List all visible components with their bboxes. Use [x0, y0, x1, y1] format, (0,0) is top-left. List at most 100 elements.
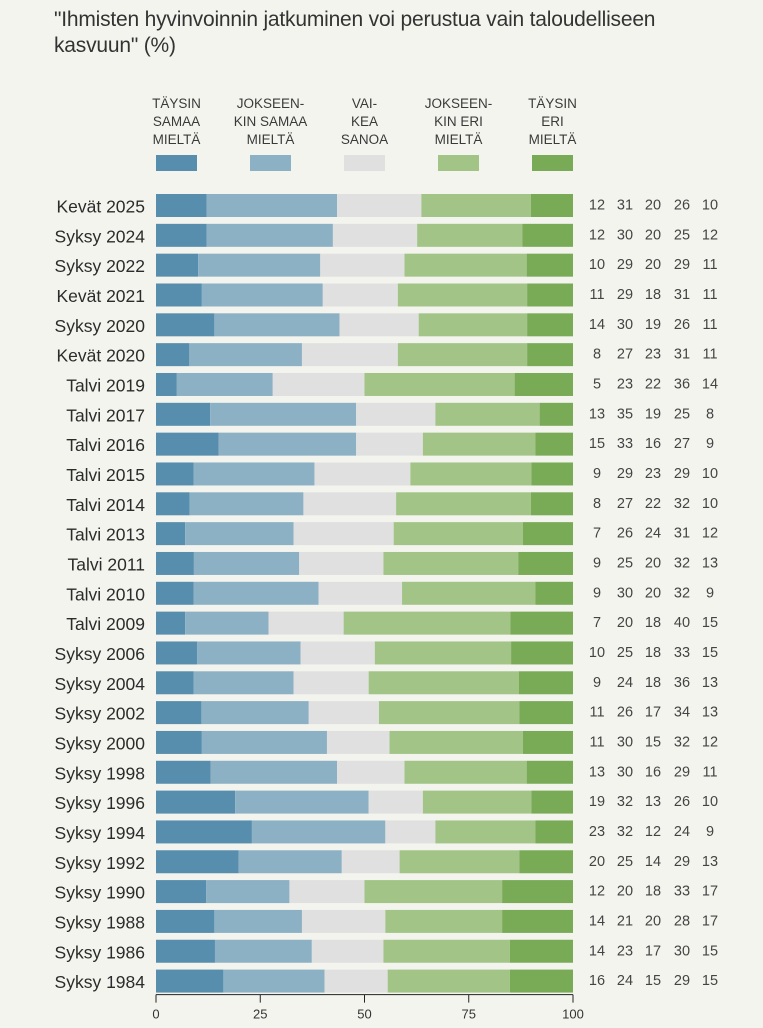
value-label: 18: [645, 287, 661, 303]
bar-segment: [530, 492, 573, 516]
bar-segment: [514, 372, 573, 396]
value-label: 23: [617, 943, 633, 959]
bar-segment: [156, 522, 186, 546]
value-label: 15: [702, 615, 718, 631]
bar-segment: [511, 641, 573, 665]
category-label: Syksy 1986: [55, 942, 145, 962]
bar-segment: [206, 223, 333, 247]
legend-label: VAI-: [352, 96, 377, 111]
bar-segment: [387, 969, 510, 993]
bar-segment: [531, 790, 573, 814]
bar-segment: [397, 283, 528, 307]
value-label: 20: [645, 555, 661, 571]
bar-segment: [268, 611, 344, 635]
bar-segment: [314, 462, 411, 486]
bar-segment: [418, 313, 528, 337]
value-label: 13: [702, 705, 718, 721]
bar-segment: [193, 581, 319, 605]
value-label: 9: [593, 585, 601, 601]
bar-segment: [410, 462, 532, 486]
category-label: Syksy 1998: [55, 763, 145, 783]
bar-segment: [397, 343, 528, 367]
bar-segment: [293, 522, 394, 546]
bar-segment: [156, 909, 215, 933]
bars: [156, 194, 573, 993]
bar-segment: [198, 253, 321, 277]
value-label: 33: [617, 436, 633, 452]
value-label: 12: [589, 884, 605, 900]
bar-segment: [402, 581, 536, 605]
value-label: 13: [702, 555, 718, 571]
bar-segment: [385, 909, 503, 933]
legend-label: SAMAA: [153, 114, 200, 129]
legend-swatch: [156, 155, 197, 171]
value-label: 22: [645, 496, 661, 512]
value-label: 18: [645, 615, 661, 631]
bar-segment: [201, 701, 309, 725]
legend: TÄYSIN SAMAA MIELTÄ JOKSEEN- KIN SAMAA MIELTÄ…: [152, 96, 577, 171]
bar-segment: [530, 194, 573, 217]
value-label: 18: [645, 884, 661, 900]
bar-segment: [185, 522, 294, 546]
bar-segment: [156, 581, 194, 605]
category-label: Syksy 2006: [55, 644, 145, 664]
bar-segment: [510, 611, 573, 635]
bar-segment: [378, 701, 520, 725]
value-label: 32: [674, 496, 690, 512]
category-label: Talvi 2013: [66, 525, 145, 545]
bar-segment: [368, 790, 423, 814]
category-label: Syksy 2022: [55, 256, 145, 276]
value-label: 9: [593, 675, 601, 691]
value-label: 17: [645, 943, 661, 959]
value-label: 17: [702, 913, 718, 929]
value-label: 13: [702, 675, 718, 691]
bar-segment: [156, 551, 194, 575]
value-label: 14: [589, 317, 605, 333]
value-label: 10: [589, 645, 605, 661]
bar-segment: [535, 820, 573, 844]
value-label: 15: [702, 973, 718, 989]
bar-segment: [502, 880, 573, 904]
bar-segment: [322, 283, 398, 307]
bar-segment: [156, 372, 177, 396]
value-label: 5: [593, 376, 601, 392]
value-label: 13: [589, 406, 605, 422]
value-label: 16: [645, 764, 661, 780]
value-label: 32: [674, 585, 690, 601]
value-label: 11: [702, 287, 717, 303]
category-label: Talvi 2009: [66, 614, 145, 634]
value-label: 29: [674, 257, 690, 273]
bar-segment: [356, 432, 423, 456]
value-label: 28: [674, 913, 690, 929]
bar-segment: [156, 194, 207, 217]
value-label: 25: [617, 854, 633, 870]
value-label: 7: [593, 615, 601, 631]
bar-segment: [522, 730, 573, 754]
value-label: 24: [617, 973, 633, 989]
value-label: 26: [674, 794, 690, 810]
bar-segment: [364, 372, 515, 396]
bar-segment: [299, 551, 384, 575]
value-label: 30: [617, 227, 633, 243]
bar-segment: [526, 253, 573, 277]
category-label: Syksy 2020: [55, 316, 146, 336]
value-label: 23: [645, 347, 661, 363]
bar-segment: [417, 223, 523, 247]
bar-segment: [156, 492, 190, 516]
value-labels: 12 31 20 26 10 12 30 20 25 12 10 29 20 29 11 11 29 18 31 11…: [589, 198, 718, 990]
bar-segment: [311, 939, 384, 963]
value-label: 17: [645, 705, 661, 721]
value-label: 10: [702, 198, 718, 214]
bar-segment: [320, 253, 405, 277]
x-tick-label: 75: [462, 1007, 476, 1022]
bar-segment: [535, 432, 573, 456]
value-label: 32: [617, 824, 633, 840]
value-label: 26: [617, 705, 633, 721]
value-label: 32: [617, 794, 633, 810]
bar-segment: [368, 671, 519, 695]
value-label: 29: [674, 854, 690, 870]
bar-segment: [509, 939, 573, 963]
bar-segment: [522, 223, 573, 247]
value-label: 30: [617, 585, 633, 601]
